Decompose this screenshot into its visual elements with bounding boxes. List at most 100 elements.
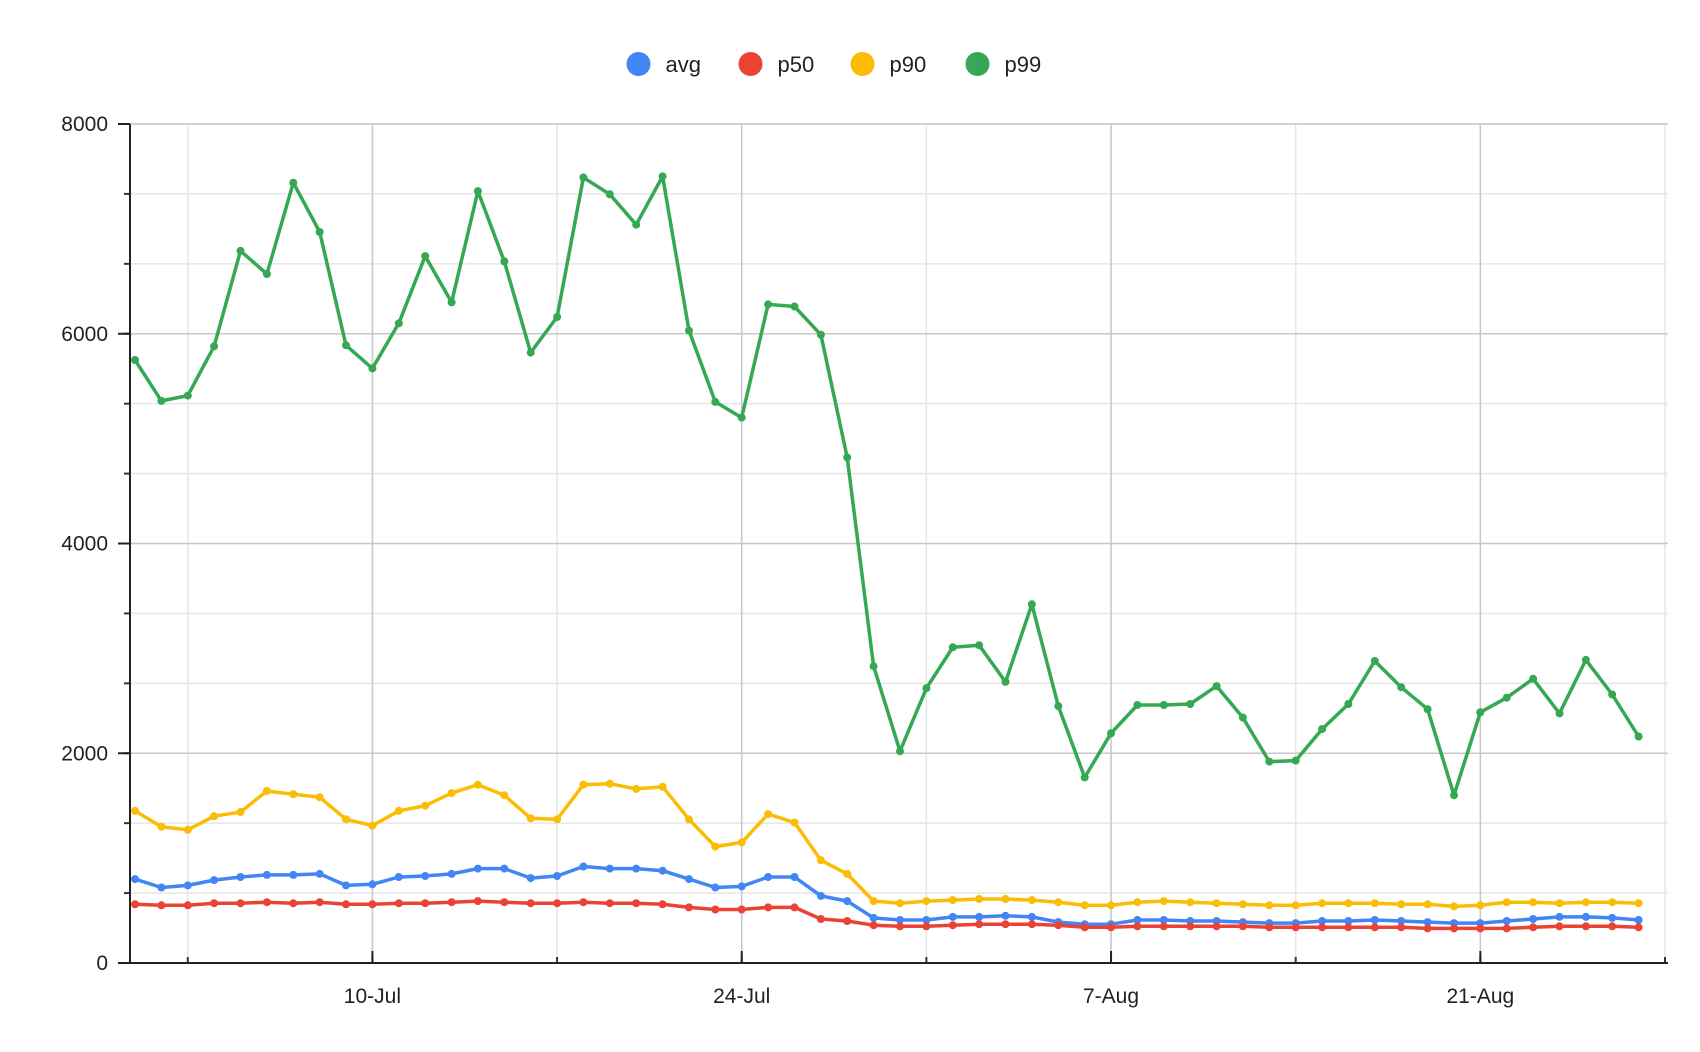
data-point-p99 xyxy=(1370,657,1379,665)
data-point-p90 xyxy=(342,815,350,824)
data-point-p90 xyxy=(262,787,271,795)
data-point-p99 xyxy=(764,300,773,309)
data-point-p99 xyxy=(1476,708,1485,717)
data-point-avg xyxy=(790,873,799,881)
data-point-p99 xyxy=(473,187,482,196)
data-point-p50 xyxy=(632,899,641,908)
data-point-p99 xyxy=(131,356,139,364)
data-point-p50 xyxy=(711,905,720,914)
data-point-p90 xyxy=(421,801,430,810)
data-point-p50 xyxy=(1318,923,1327,932)
data-point-p90 xyxy=(922,897,931,906)
data-point-p50 xyxy=(737,905,746,914)
data-point-avg xyxy=(526,874,535,883)
data-point-p99 xyxy=(1344,700,1353,708)
data-point-p50 xyxy=(1581,922,1590,931)
data-point-p90 xyxy=(869,897,878,906)
data-point-p99 xyxy=(1107,729,1115,738)
legend-item-p50[interactable]: p50 xyxy=(738,52,815,77)
legend-item-p99[interactable]: p99 xyxy=(965,52,1042,77)
series-avg xyxy=(131,862,1643,929)
data-point-p50 xyxy=(447,898,456,907)
y-tick-label: 0 xyxy=(96,952,108,975)
data-point-p50 xyxy=(500,898,509,907)
data-point-p99 xyxy=(632,220,641,229)
data-point-p50 xyxy=(1423,924,1432,933)
series-line-p50 xyxy=(134,899,1639,931)
data-point-p50 xyxy=(1529,923,1538,932)
data-point-p50 xyxy=(658,900,667,909)
data-point-p99 xyxy=(869,662,878,671)
data-point-avg xyxy=(975,912,984,921)
data-point-p99 xyxy=(1529,674,1538,683)
data-point-p50 xyxy=(1291,923,1300,932)
data-point-avg xyxy=(394,873,403,881)
data-point-p99 xyxy=(1133,701,1142,709)
data-point-p90 xyxy=(315,793,324,802)
data-point-p90 xyxy=(1318,899,1327,908)
data-point-p99 xyxy=(1423,705,1432,714)
data-point-p99 xyxy=(210,342,219,351)
data-point-p90 xyxy=(790,818,799,827)
data-point-p99 xyxy=(1581,655,1590,664)
data-point-p50 xyxy=(553,899,562,908)
legend-item-avg[interactable]: avg xyxy=(626,52,701,77)
data-point-avg xyxy=(685,875,693,884)
data-point-p90 xyxy=(394,806,403,815)
data-point-avg xyxy=(869,913,878,922)
data-point-p99 xyxy=(1291,756,1300,765)
series-p50 xyxy=(131,897,1643,933)
data-point-p90 xyxy=(1186,898,1195,907)
data-point-p50 xyxy=(1027,920,1036,929)
data-point-avg xyxy=(1581,912,1590,921)
data-point-p99 xyxy=(685,326,693,335)
data-point-p99 xyxy=(790,302,799,311)
data-point-p99 xyxy=(1001,677,1010,686)
data-point-avg xyxy=(1318,917,1327,925)
data-point-avg xyxy=(289,870,298,879)
data-point-avg xyxy=(473,864,482,873)
data-point-p50 xyxy=(1001,920,1010,929)
data-point-p99 xyxy=(1502,693,1511,702)
data-point-p99 xyxy=(1159,701,1168,709)
data-point-p90 xyxy=(1344,899,1353,908)
data-point-p99 xyxy=(1027,600,1036,609)
data-point-p90 xyxy=(1634,899,1643,908)
legend-label-p99: p99 xyxy=(1005,52,1042,77)
data-point-p90 xyxy=(473,780,482,789)
legend-item-p90[interactable]: p90 xyxy=(850,52,927,77)
data-point-avg xyxy=(1555,912,1564,921)
data-point-p50 xyxy=(1159,922,1168,931)
data-point-p90 xyxy=(605,779,614,788)
data-point-p90 xyxy=(1370,899,1379,908)
data-point-p99 xyxy=(948,643,957,652)
data-point-p99 xyxy=(526,348,535,357)
data-point-p90 xyxy=(1608,898,1617,907)
data-point-p90 xyxy=(1159,897,1168,906)
legend-label-avg: avg xyxy=(666,52,701,77)
x-tick-label: 7-Aug xyxy=(1083,985,1139,1008)
data-point-p90 xyxy=(1054,898,1063,907)
data-point-avg xyxy=(421,872,430,880)
data-point-avg xyxy=(658,866,667,875)
data-point-p50 xyxy=(394,899,403,908)
data-point-p99 xyxy=(658,172,667,181)
data-point-avg xyxy=(368,880,377,889)
data-point-p99 xyxy=(922,684,931,693)
data-point-p90 xyxy=(685,815,693,824)
x-tick-label: 24-Jul xyxy=(713,985,770,1008)
data-point-p99 xyxy=(262,270,271,278)
data-point-p90 xyxy=(579,780,588,789)
data-point-p50 xyxy=(1344,923,1353,932)
data-point-p90 xyxy=(975,895,984,903)
data-point-avg xyxy=(816,891,825,900)
chart-legend: avg p50 p90 p99 xyxy=(626,52,1042,77)
data-point-p90 xyxy=(157,822,166,831)
data-point-p50 xyxy=(473,897,482,906)
data-point-p50 xyxy=(605,899,614,908)
data-point-p50 xyxy=(421,899,430,908)
data-point-avg xyxy=(922,916,931,924)
data-point-p99 xyxy=(1212,682,1221,691)
data-point-p90 xyxy=(896,899,904,908)
data-point-p50 xyxy=(1265,923,1274,932)
